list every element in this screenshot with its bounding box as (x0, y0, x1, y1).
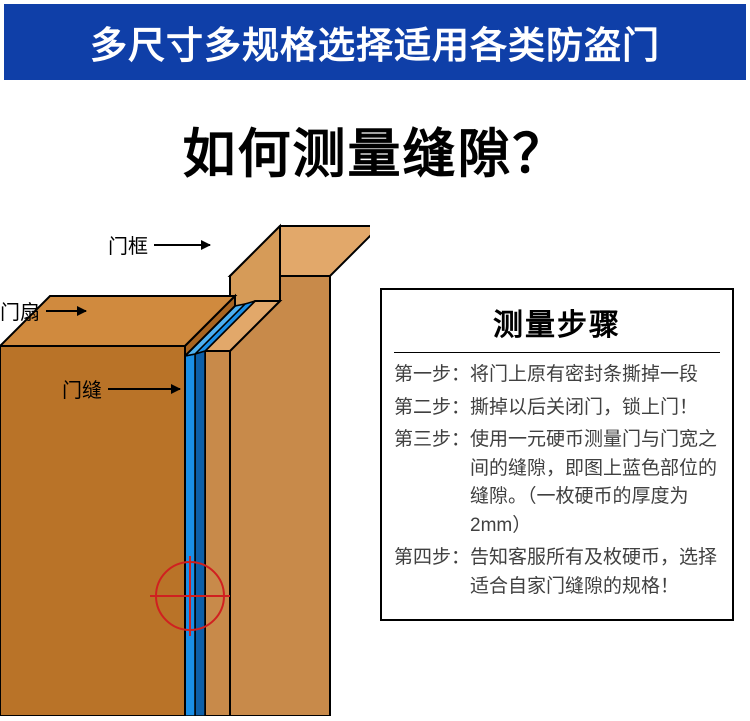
banner: 多尺寸多规格选择适用各类防盗门 (0, 0, 750, 84)
arrow-icon (46, 310, 86, 312)
label-frame-text: 门框 (108, 230, 148, 259)
step-row: 第三步：使用一元硬币测量门与门宽之间的缝隙，即图上蓝色部位的缝隙。（一枚硬币的厚… (394, 426, 720, 540)
label-gap-text: 门缝 (62, 374, 102, 403)
label-gap: 门缝 (62, 374, 180, 403)
arrow-icon (154, 244, 210, 246)
step-label: 第四步： (394, 544, 470, 601)
label-leaf: 门扇 (0, 296, 86, 325)
step-text: 撕掉以后关闭门，锁上门！ (470, 394, 720, 423)
step-text: 告知客服所有及枚硬币，选择适合自家门缝隙的规格！ (470, 544, 720, 601)
steps-box: 测量步骤 第一步：将门上原有密封条撕掉一段第二步：撕掉以后关闭门，锁上门！第三步… (380, 288, 734, 621)
door-diagram: 门框 门扇 门缝 (0, 216, 370, 716)
step-row: 第四步：告知客服所有及枚硬币，选择适合自家门缝隙的规格！ (394, 544, 720, 601)
question-title: 如何测量缝隙？ (0, 112, 750, 188)
step-label: 第三步： (394, 426, 470, 540)
step-text: 使用一元硬币测量门与门宽之间的缝隙，即图上蓝色部位的缝隙。（一枚硬币的厚度为2m… (470, 426, 720, 540)
label-leaf-text: 门扇 (0, 296, 40, 325)
step-label: 第一步： (394, 361, 470, 390)
content-area: 门框 门扇 门缝 测量步骤 第一步：将门上原有密封条撕掉一段第二步：撕掉以后关闭… (0, 188, 750, 718)
diagram-svg (0, 216, 370, 716)
step-label: 第二步： (394, 394, 470, 423)
steps-title: 测量步骤 (394, 300, 720, 353)
step-row: 第一步：将门上原有密封条撕掉一段 (394, 361, 720, 390)
steps-list: 第一步：将门上原有密封条撕掉一段第二步：撕掉以后关闭门，锁上门！第三步：使用一元… (394, 361, 720, 601)
arrow-icon (108, 388, 180, 390)
step-text: 将门上原有密封条撕掉一段 (470, 361, 720, 390)
banner-text: 多尺寸多规格选择适用各类防盗门 (90, 15, 660, 69)
step-row: 第二步：撕掉以后关闭门，锁上门！ (394, 394, 720, 423)
label-frame: 门框 (108, 230, 210, 259)
